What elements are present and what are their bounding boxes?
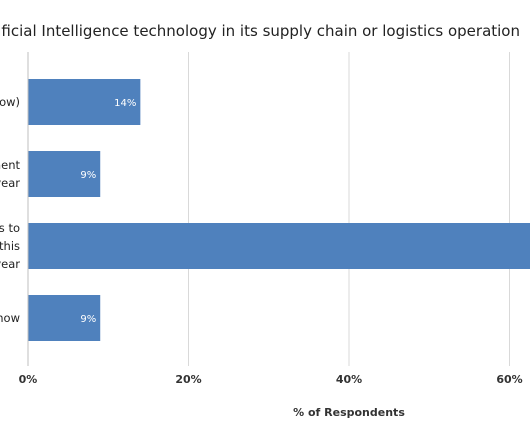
bar bbox=[28, 79, 141, 125]
category-label: year bbox=[0, 176, 20, 190]
category-label: now bbox=[0, 311, 20, 325]
labels: 0% 20% 40% 60% 14% ow) 9% ment year s to this year 9… bbox=[0, 95, 523, 386]
chart-title: ng Artificial Intelligence technology in… bbox=[0, 22, 520, 40]
bars bbox=[28, 79, 530, 341]
category-label: ment bbox=[0, 158, 20, 172]
bar-data-label: 9% bbox=[80, 170, 96, 181]
category-label: this bbox=[0, 239, 20, 253]
bar bbox=[28, 151, 101, 197]
x-axis-title: % of Respondents bbox=[293, 406, 405, 419]
bar bbox=[28, 223, 530, 269]
category-label: year bbox=[0, 257, 20, 271]
bar-data-label: 14% bbox=[114, 98, 136, 109]
category-label: s to bbox=[0, 221, 20, 235]
bar bbox=[28, 295, 101, 341]
x-tick-label: 40% bbox=[336, 373, 362, 386]
x-tick-label: 20% bbox=[175, 373, 201, 386]
bar-data-label: 9% bbox=[80, 314, 96, 325]
x-tick-label: 60% bbox=[496, 373, 522, 386]
x-tick-label: 0% bbox=[19, 373, 38, 386]
gridlines bbox=[188, 52, 510, 366]
category-label: ow) bbox=[0, 95, 20, 109]
